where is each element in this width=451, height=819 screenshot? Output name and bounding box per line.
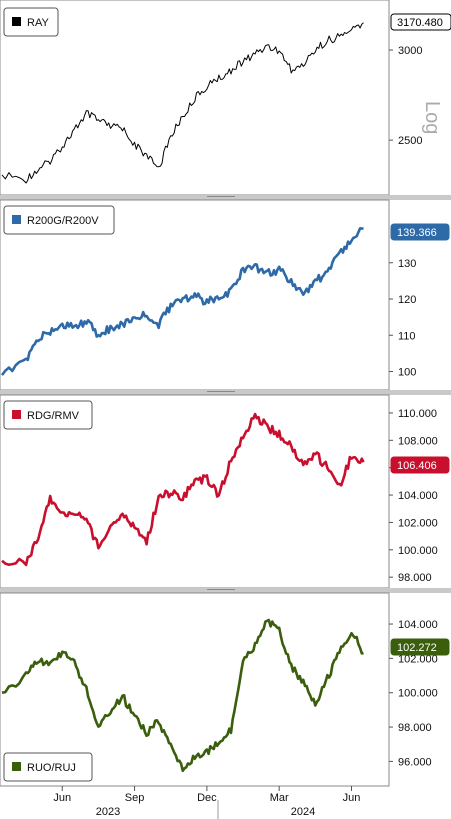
series-line-ray: [1, 22, 364, 184]
ytick-label-growth-value-3: 100: [398, 367, 416, 379]
divider-grip-3: [207, 589, 235, 590]
ytick-label-rdg-rmv-5: 100.000: [398, 545, 438, 557]
legend-box-ray: [3, 7, 59, 37]
xtick-label-3: Mar: [270, 792, 289, 804]
legend-box-ruo-ruj: [3, 752, 93, 782]
ytick-label-ruo-ruj-2: 100.000: [398, 688, 438, 700]
legend-label-rdg-rmv: RDG/RMV: [27, 410, 80, 422]
last-value-box-ruo-ruj: [390, 638, 450, 656]
legend-swatch-growth-value: [12, 215, 21, 224]
legend-swatch-ruo-ruj: [12, 762, 21, 771]
ytick-label-rdg-rmv-1: 108.000: [398, 435, 438, 447]
last-value-rdg-rmv: 106.406: [397, 460, 437, 472]
ytick-label-ray-0: 3000: [398, 45, 422, 57]
last-value-ruo-ruj: 102.272: [397, 642, 437, 654]
last-value-box-ray: [390, 13, 451, 31]
legend-swatch-rdg-rmv: [12, 410, 21, 419]
ytick-label-ruo-ruj-4: 96.000: [398, 756, 432, 768]
xtick-label-1: Sep: [125, 792, 145, 804]
xtick-label-4: Jun: [343, 792, 361, 804]
ytick-label-growth-value-2: 110: [398, 330, 416, 342]
legend-box-rdg-rmv: [3, 400, 93, 430]
ytick-label-rdg-rmv-4: 102.000: [398, 517, 438, 529]
panel-ruo-ruj: 104.000 102.000 100.000 98.000 96.000 RUO/RU…: [0, 592, 450, 787]
log-scale-label: Log: [421, 101, 443, 134]
xtick-label-0: Jun: [53, 792, 71, 804]
panel-divider-1: [0, 195, 451, 200]
last-value-ray: 3170.480: [397, 17, 443, 29]
year-label-2023: 2023: [96, 806, 120, 818]
ytick-label-ray-1: 2500: [398, 135, 422, 147]
legend-label-growth-value: R200G/R200V: [27, 215, 99, 227]
ytick-label-rdg-rmv-6: 98.000: [398, 572, 432, 584]
panel-ray-frame: [0, 0, 390, 196]
xtick-label-2: Dec: [197, 792, 217, 804]
series-line-ruo-ruj: [1, 618, 364, 773]
legend-label-ray: RAY: [27, 17, 49, 29]
legend-swatch-ray: [12, 17, 21, 26]
x-axis: Jun Sep Dec Mar Jun 2023 2024: [0, 785, 389, 819]
panel-rdg-rmv: 110.000108.000106.000104.000102.000100.0…: [0, 394, 450, 589]
year-label-2024: 2024: [291, 806, 315, 818]
panel-divider-3: [0, 588, 451, 593]
last-value-box-growth-value: [390, 223, 450, 241]
last-value-growth-value: 139.366: [397, 227, 437, 239]
divider-grip-1: [207, 196, 235, 197]
ytick-label-growth-value-1: 120: [398, 294, 416, 306]
ytick-label-ruo-ruj-0: 104.000: [398, 619, 438, 631]
panel-divider-2: [0, 390, 451, 395]
legend-box-growth-value: [3, 205, 115, 235]
ytick-label-ruo-ruj-1: 102.000: [398, 653, 438, 665]
panel-growth-value: 130 120 110 100 R200G/R200V 139.366: [0, 199, 450, 391]
ytick-label-rdg-rmv-0: 110.000: [398, 408, 437, 420]
panel-ray: 3000 2500 RAY 3170.480 Log: [0, 0, 451, 196]
ytick-label-ruo-ruj-3: 98.000: [398, 722, 432, 734]
series-line-growth-value: [0, 227, 364, 376]
ytick-label-growth-value-0: 130: [398, 258, 416, 270]
series-line-rdg-rmv: [1, 412, 365, 567]
legend-label-ruo-ruj: RUO/RUJ: [27, 762, 76, 774]
divider-grip-2: [207, 391, 235, 392]
ytick-label-rdg-rmv-3: 104.000: [398, 490, 438, 502]
last-value-box-rdg-rmv: [390, 456, 450, 474]
